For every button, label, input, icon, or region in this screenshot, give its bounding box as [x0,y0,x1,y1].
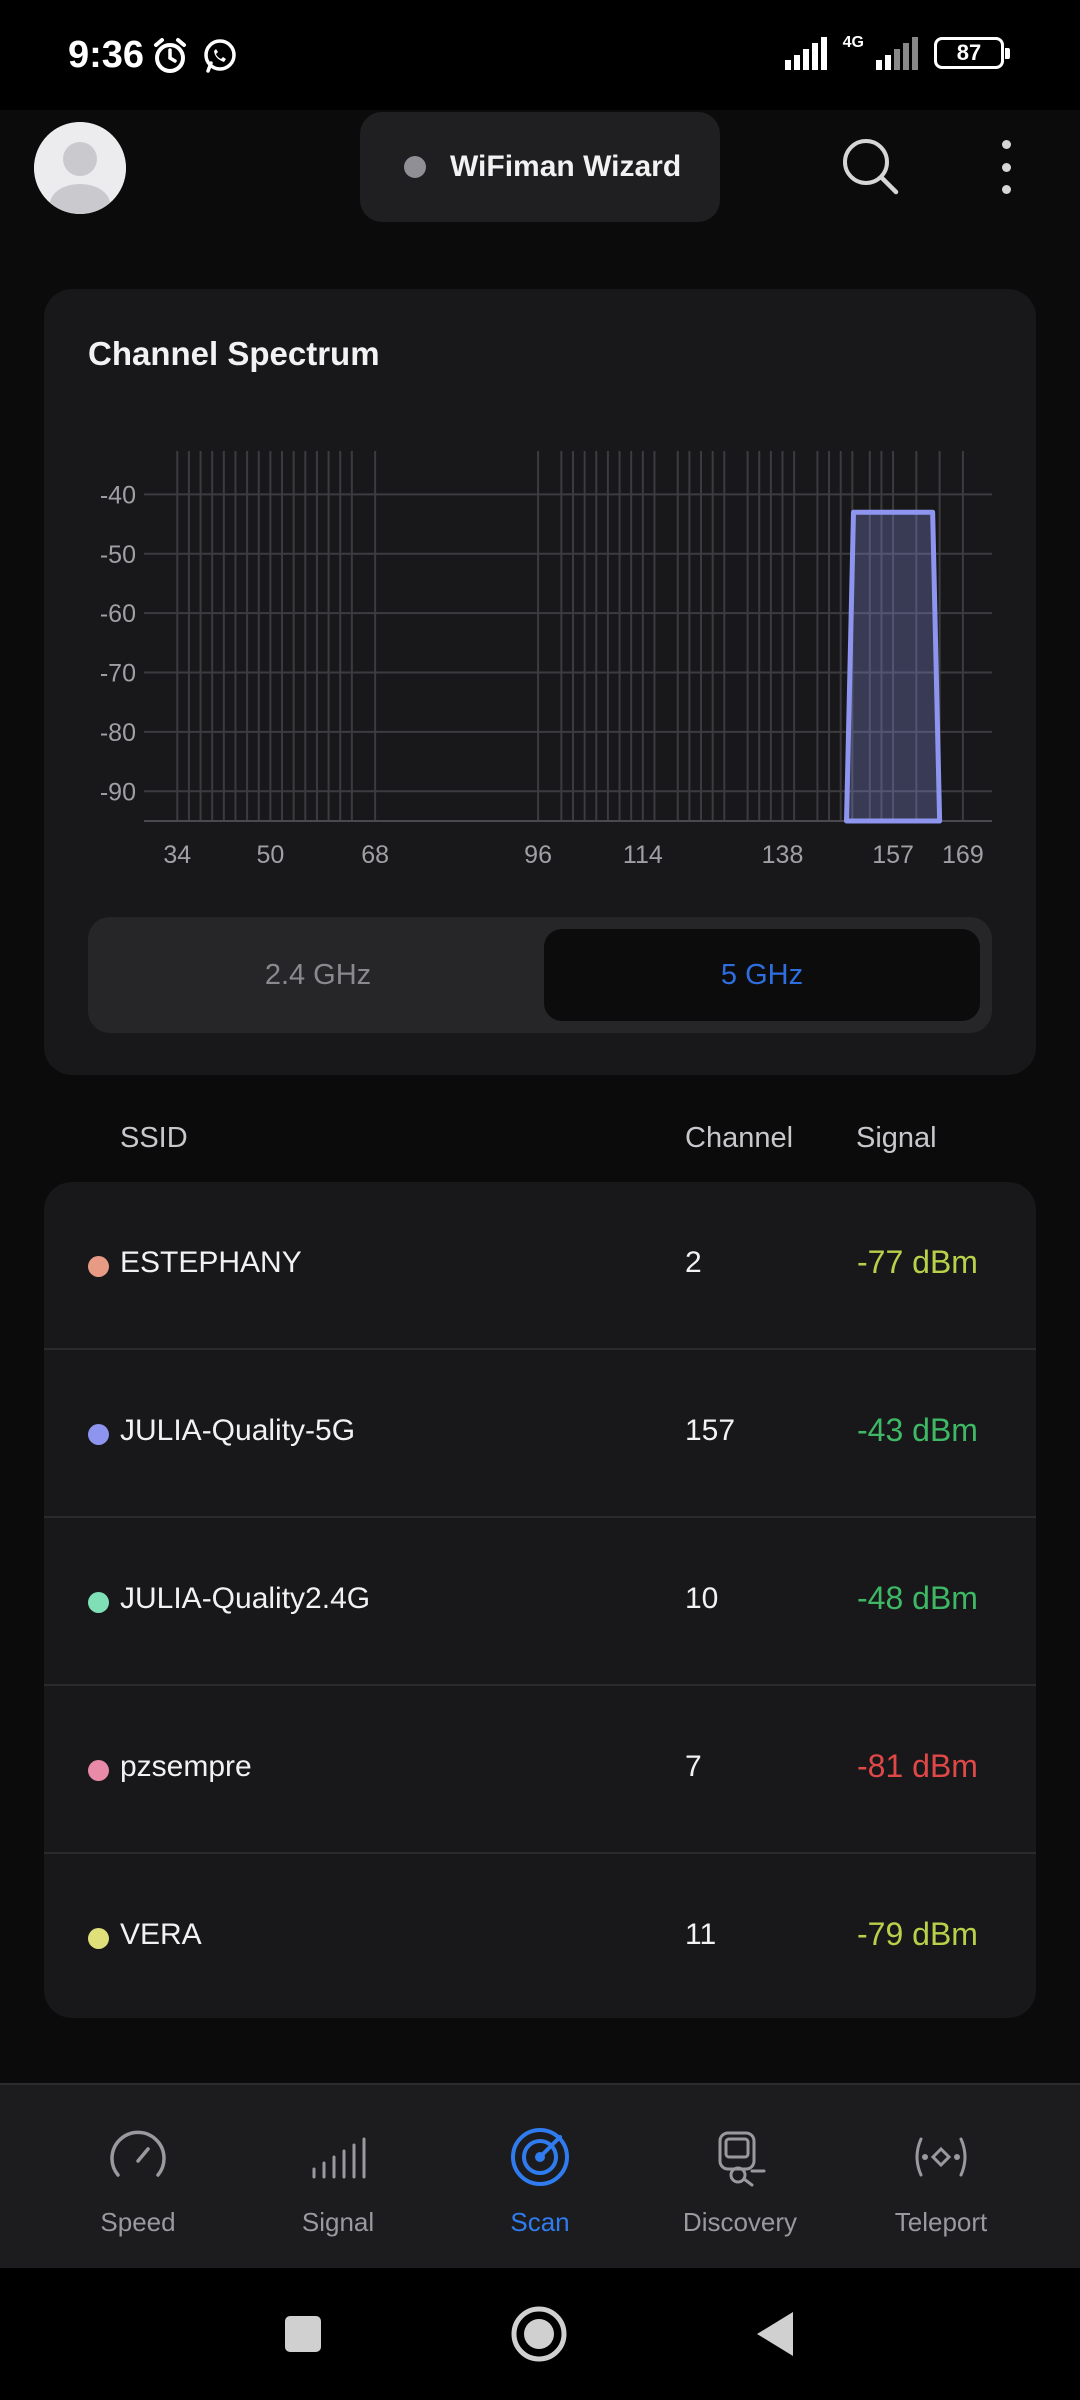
network-table-header: SSID Channel Signal [0,1110,1080,1170]
y-tick-label: -90 [100,778,136,806]
nav-teleport[interactable]: Teleport [841,2125,1041,2265]
cell-signal-icon [784,37,827,70]
band-5ghz-option[interactable]: 5 GHz [544,929,980,1021]
y-tick-label: -80 [100,719,136,747]
avatar[interactable] [34,122,126,214]
network-ssid: JULIA-Quality2.4G [120,1582,371,1615]
x-tick-label: 138 [762,841,804,869]
channel-spectrum-card: Channel Spectrum -40 -50 -60 -70 -80 -90 34 50 6… [44,289,1036,1075]
network-channel: 7 [685,1750,702,1783]
network-type-label: 4G [842,34,864,51]
network-color-dot [88,1592,109,1613]
more-dot-icon [1001,185,1011,194]
network-color-dot [88,1760,109,1781]
nav-speed-label: Speed [100,2207,176,2237]
x-tick-label: 169 [942,841,984,869]
x-tick-label: 157 [872,841,914,869]
network-ssid: ESTEPHANY [120,1246,302,1279]
network-signal: -79 dBm [857,1916,978,1952]
y-tick-label: -60 [100,600,136,628]
network-signal: -48 dBm [857,1580,978,1616]
network-list: ESTEPHANY 2 -77 dBm JULIA-Quality-5G 157… [44,1182,1036,2018]
x-tick-label: 50 [256,841,284,869]
nav-discovery[interactable]: Discovery [640,2125,840,2265]
spectrum-chart: -40 -50 -60 -70 -80 -90 34 50 68 96 114 138 157 169 [100,451,992,869]
nav-scan[interactable]: Scan [440,2125,640,2265]
card-title: Channel Spectrum [88,335,380,372]
band-2-4ghz-option[interactable]: 2.4 GHz [264,958,372,991]
user-avatar-icon [34,122,126,214]
network-color-dot [88,1424,109,1445]
alarm-icon [154,38,186,73]
teleport-icon [915,2137,967,2177]
nav-discovery-label: Discovery [682,2207,798,2237]
system-navigation-bar [0,2268,1080,2400]
network-row[interactable]: JULIA-Quality2.4G 10 -48 dBm [44,1518,1036,1686]
more-dot-icon [1001,162,1011,172]
speedometer-icon [110,2130,166,2177]
y-tick-label: -50 [100,541,136,569]
nav-scan-label: Scan [510,2207,570,2237]
app-header: WiFiman Wizard [0,110,1080,280]
home-button[interactable] [489,2268,589,2400]
device-search-icon [718,2131,766,2187]
back-button[interactable] [725,2268,825,2400]
network-signal-curve [844,509,943,824]
search-button[interactable] [838,134,904,200]
square-icon [285,2316,321,2352]
more-dot-icon [1001,140,1011,149]
band-toggle: 2.4 GHz 5 GHz [88,917,992,1033]
network-signal: -43 dBm [857,1412,978,1448]
battery-indicator: 87 [934,37,1010,69]
status-dot [404,156,426,178]
network-color-dot [88,1928,109,1949]
recent-apps-button[interactable] [253,2268,353,2400]
nav-signal[interactable]: Signal [238,2125,438,2265]
signal-column-header[interactable]: Signal [856,1122,937,1154]
wizard-button[interactable]: WiFiman Wizard [360,112,720,222]
network-row[interactable]: VERA 11 -79 dBm [44,1854,1036,2018]
x-tick-label: 34 [163,841,191,869]
nav-signal-label: Signal [301,2207,375,2237]
network-row[interactable]: JULIA-Quality-5G 157 -43 dBm [44,1350,1036,1518]
search-icon [843,139,899,195]
radar-icon [511,2128,569,2186]
network-signal: -81 dBm [857,1748,978,1784]
network-signal: -77 dBm [857,1244,978,1280]
bottom-navigation: Speed Signal Scan Discovery [0,2083,1080,2268]
home-circle-icon [511,2306,567,2362]
back-triangle-icon [757,2312,793,2356]
x-tick-label: 68 [361,841,389,869]
x-tick-label: 114 [623,841,663,869]
nav-speed[interactable]: Speed [38,2125,238,2265]
status-bar: 9:36 4G 8 [0,0,1080,110]
nav-teleport-label: Teleport [894,2207,988,2237]
wizard-label: WiFiman Wizard [450,150,682,183]
more-options-button[interactable] [986,134,1026,200]
y-tick-label: -40 [100,481,136,509]
network-channel: 10 [685,1582,719,1615]
network-color-dot [88,1256,109,1277]
network-row[interactable]: ESTEPHANY 2 -77 dBm [44,1182,1036,1350]
network-channel: 2 [685,1246,702,1279]
x-tick-label: 96 [524,841,552,869]
ssid-column-header[interactable]: SSID [120,1122,188,1154]
channel-column-header[interactable]: Channel [685,1122,794,1154]
network-row[interactable]: pzsempre 7 -81 dBm [44,1686,1036,1854]
network-channel: 11 [685,1918,717,1951]
status-time: 9:36 [68,34,145,76]
network-ssid: pzsempre [120,1750,252,1783]
cell-signal-2-icon [876,37,918,70]
network-ssid: VERA [120,1918,202,1951]
whatsapp-icon [204,39,236,73]
network-ssid: JULIA-Quality-5G [120,1414,356,1447]
signal-bars-icon [312,2137,366,2179]
network-channel: 157 [685,1414,736,1447]
y-tick-label: -70 [100,660,136,688]
